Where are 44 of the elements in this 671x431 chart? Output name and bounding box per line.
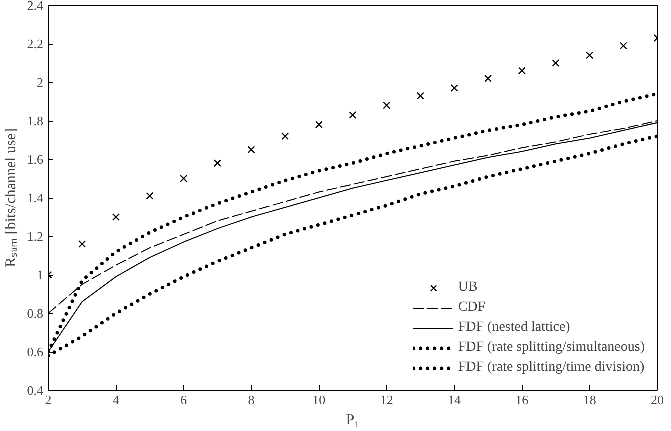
legend-label: UB xyxy=(458,280,478,296)
x-tick-label: 8 xyxy=(248,392,255,408)
x-tick-label: 6 xyxy=(180,392,188,408)
x-tick-label: 14 xyxy=(448,392,462,408)
y-tick-label: 2 xyxy=(37,75,44,90)
y-tick-label: 1 xyxy=(37,268,44,282)
point xyxy=(484,74,492,82)
point xyxy=(416,92,424,100)
legend-label: CDF xyxy=(458,300,486,316)
x-tick-label: 16 xyxy=(516,392,530,408)
point xyxy=(586,52,594,60)
x-tick-label: 20 xyxy=(651,392,664,408)
point xyxy=(78,240,86,248)
point xyxy=(383,102,391,110)
point xyxy=(450,84,458,92)
y-tick-label: 2.2 xyxy=(27,36,44,52)
legend-label: FDF (rate splitting/time division) xyxy=(458,360,645,376)
point xyxy=(552,59,560,68)
x-axis-title: P₁ xyxy=(346,412,360,428)
y-tick-label: 1.8 xyxy=(27,114,44,128)
point xyxy=(248,146,256,154)
y-tick-label: 0.4 xyxy=(27,383,44,398)
x-tick-label: 10 xyxy=(312,392,326,408)
x-tick-label: 4 xyxy=(112,392,120,408)
point xyxy=(146,192,154,200)
legend-label: FDF (rate splitting/simultaneous) xyxy=(458,340,645,356)
y-tick-label: 1.2 xyxy=(27,229,44,244)
x-tick-label: 18 xyxy=(583,392,596,408)
legend-label: FDF (nested lattice) xyxy=(458,320,570,336)
point xyxy=(180,174,188,183)
point xyxy=(282,132,290,140)
point xyxy=(620,42,628,50)
y-tick-label: 0.8 xyxy=(27,306,44,321)
y-tick-label: 1.6 xyxy=(27,152,44,167)
y-tick-label: 2.4 xyxy=(27,0,44,13)
point xyxy=(112,213,120,222)
y-tick-label: 0.6 xyxy=(27,344,44,360)
y-axis-title: Rₛᵤₘ [bits/channel use] xyxy=(3,128,20,268)
x-tick-label: 12 xyxy=(380,392,394,408)
point xyxy=(214,160,222,168)
point xyxy=(349,111,357,120)
point xyxy=(518,67,526,75)
y-tick-label: 1.4 xyxy=(27,190,44,206)
point xyxy=(315,121,323,129)
